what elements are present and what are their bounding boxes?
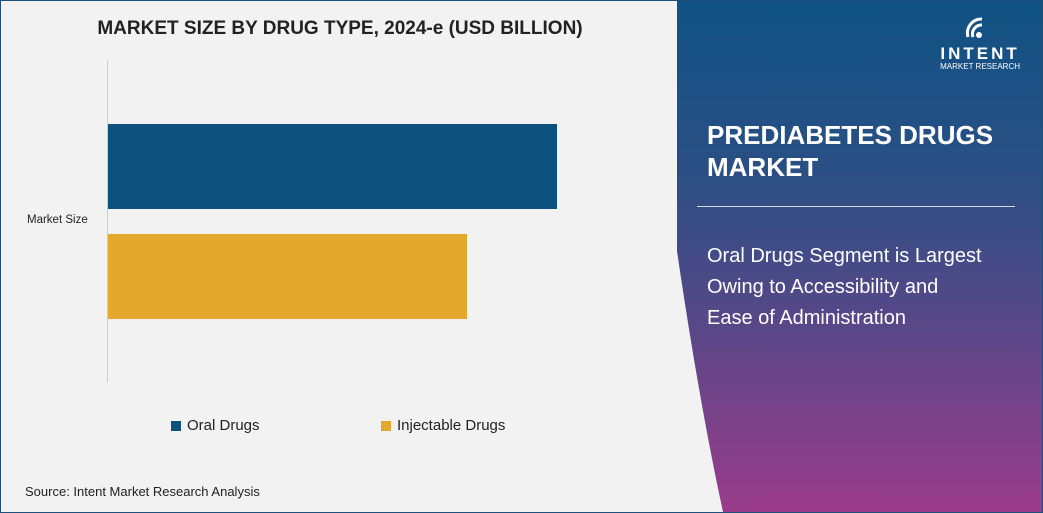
legend-swatch-oral — [171, 420, 181, 431]
y-axis-line — [107, 60, 108, 382]
divider — [697, 206, 1015, 207]
bar-oral-drugs — [108, 124, 557, 209]
logo-sub: MARKET RESEARCH — [940, 62, 1020, 71]
category-label: Market Size — [27, 214, 88, 226]
legend-swatch-injectable — [381, 420, 391, 431]
panel-curve — [677, 251, 723, 512]
source-note: Source: Intent Market Research Analysis — [25, 484, 260, 499]
insight-line: Owing to Accessibility and — [707, 276, 939, 298]
logo-brand: INTENT — [940, 44, 1020, 63]
legend-label-injectable: Injectable Drugs — [397, 417, 506, 434]
market-title-line: MARKET — [707, 152, 819, 182]
key-insight: Oral Drugs Segment is Largest Owing to A… — [707, 241, 982, 334]
market-title-line: PREDIABETES DRUGS — [707, 120, 994, 150]
summary-panel: INTENT MARKET RESEARCH PREDIABETES DRUGS… — [677, 1, 1042, 512]
legend-item-oral: Oral Drugs — [171, 417, 260, 434]
market-title: PREDIABETES DRUGS MARKET — [707, 119, 993, 183]
logo: INTENT MARKET RESEARCH — [940, 13, 1020, 71]
legend-item-injectable: Injectable Drugs — [381, 417, 505, 434]
signal-icon — [966, 17, 983, 38]
chart-title: MARKET SIZE BY DRUG TYPE, 2024-e (USD BI… — [97, 18, 583, 39]
insight-line: Ease of Administration — [707, 307, 906, 329]
insight-line: Oral Drugs Segment is Largest — [707, 245, 982, 267]
legend-label-oral: Oral Drugs — [187, 417, 260, 434]
bar-injectable-drugs — [108, 234, 468, 319]
